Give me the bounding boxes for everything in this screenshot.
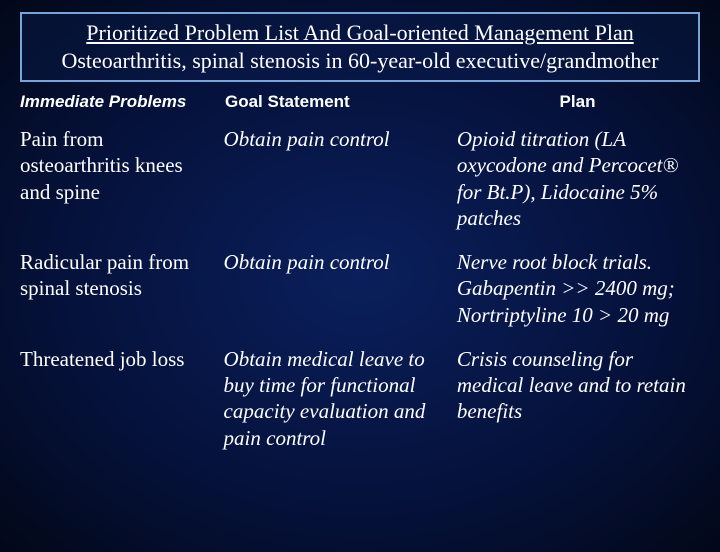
page-subtitle: Osteoarthritis, spinal stenosis in 60-ye…	[32, 48, 688, 74]
cell-plan: Opioid titration (LA oxycodone and Perco…	[457, 126, 700, 231]
col-header-plan: Plan	[460, 92, 695, 112]
col-header-problems: Immediate Problems	[20, 92, 225, 112]
cell-problem: Threatened job loss	[20, 346, 224, 451]
col-header-goal: Goal Statement	[225, 92, 460, 112]
header-box: Prioritized Problem List And Goal-orient…	[20, 12, 700, 82]
cell-goal: Obtain medical leave to buy time for fun…	[224, 346, 457, 451]
page-title: Prioritized Problem List And Goal-orient…	[32, 20, 688, 46]
cell-problem: Radicular pain from spinal stenosis	[20, 249, 224, 328]
problem-table: Immediate Problems Goal Statement Plan P…	[20, 90, 700, 451]
cell-plan: Crisis counseling for medical leave and …	[457, 346, 700, 451]
table-row: Threatened job loss Obtain medical leave…	[20, 346, 700, 451]
cell-goal: Obtain pain control	[224, 126, 457, 231]
cell-goal: Obtain pain control	[224, 249, 457, 328]
table-row: Pain from osteoarthritis knees and spine…	[20, 126, 700, 231]
cell-plan: Nerve root block trials. Gabapentin >> 2…	[457, 249, 700, 328]
table-header-row: Immediate Problems Goal Statement Plan	[20, 90, 700, 114]
table-row: Radicular pain from spinal stenosis Obta…	[20, 249, 700, 328]
cell-problem: Pain from osteoarthritis knees and spine	[20, 126, 224, 231]
